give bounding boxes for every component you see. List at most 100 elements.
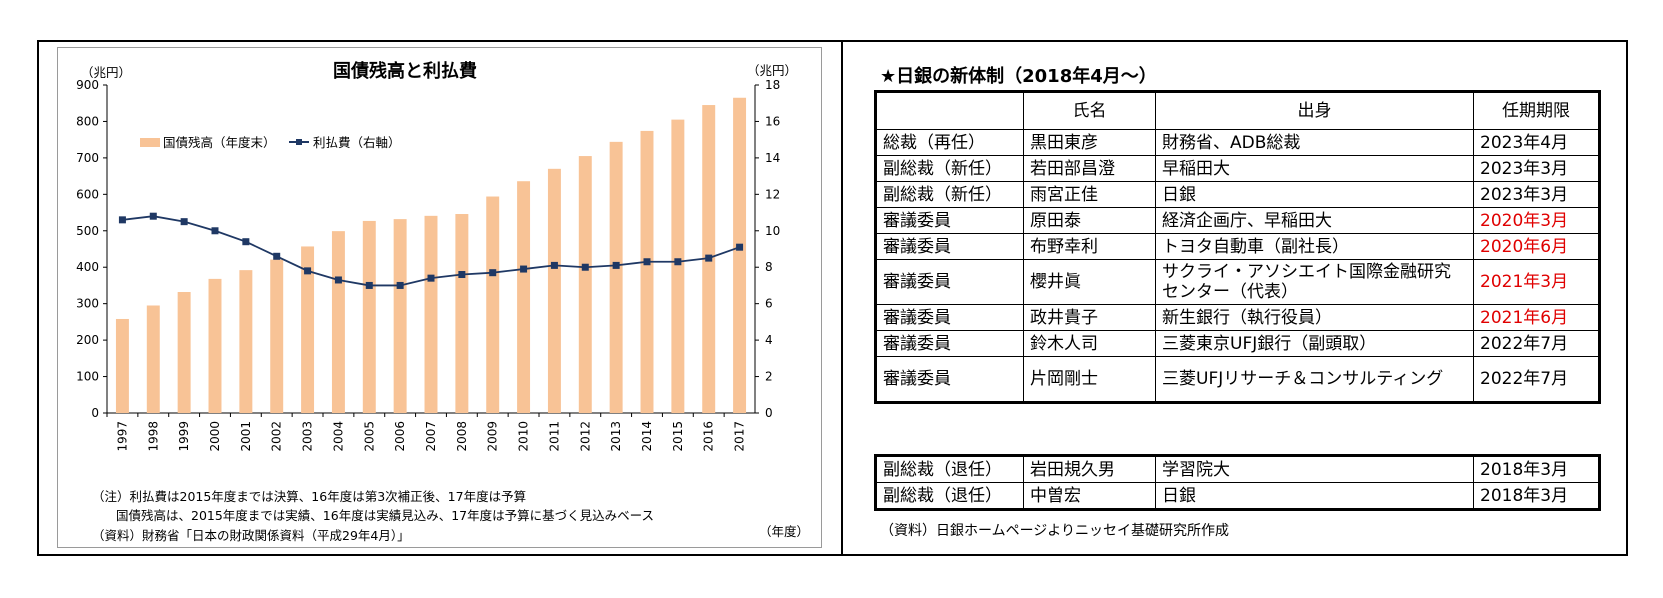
interest-point <box>211 227 219 235</box>
debt-bar <box>671 119 685 413</box>
legend-line-marker <box>296 139 302 145</box>
interest-point <box>304 267 312 275</box>
name-cell: 原田泰 <box>1023 207 1156 234</box>
debt-bar <box>455 214 469 413</box>
role-cell: 副総裁（新任） <box>875 181 1024 208</box>
right-tick-label: 2 <box>765 370 773 384</box>
chart-title: 国債残高と利払費 <box>333 60 477 82</box>
table-row: 審議委員 鈴木人司 三菱東京UFJ銀行（副頭取） 2022年7月 <box>875 330 1600 357</box>
origin-cell: 早稲田大 <box>1155 155 1474 182</box>
left-tick-label: 700 <box>76 151 99 165</box>
debt-interest-chart: 国債残高と利払費 （兆円） （兆円） 010020030040050060070… <box>76 60 809 539</box>
term-cell: 2018年3月 <box>1473 455 1600 483</box>
chart-border <box>57 47 822 548</box>
left-tick-label: 100 <box>76 370 99 384</box>
origin-cell: サクライ・アソシエイト国際金融研究センター（代表） <box>1155 259 1474 305</box>
interest-point <box>334 276 342 284</box>
right-tick-label: 16 <box>765 114 780 128</box>
debt-bar <box>733 97 747 413</box>
x-tick-label: 2011 <box>547 421 561 452</box>
term-cell: 2023年3月 <box>1473 181 1600 208</box>
x-tick-label: 2012 <box>578 421 592 452</box>
origin-cell: 学習院大 <box>1155 455 1474 483</box>
x-tick-label: 2004 <box>331 421 345 452</box>
right-tick-label: 4 <box>765 333 773 347</box>
debt-bar <box>270 259 284 413</box>
debt-bar <box>115 318 129 413</box>
debt-bar <box>517 181 531 413</box>
origin-cell: トヨタ自動車（副社長） <box>1155 233 1474 260</box>
interest-point <box>242 238 250 246</box>
interest-point <box>273 252 281 260</box>
term-cell: 2020年3月 <box>1473 207 1600 234</box>
origin-cell: 三菱東京UFJ銀行（副頭取） <box>1155 330 1474 357</box>
axes: 0 100 200 300 400 500 600 700 800 900 0 2 4 6 8 10 12 14 1… <box>76 78 780 420</box>
role-cell: 副総裁（退任） <box>875 455 1024 483</box>
name-cell: 片岡剛士 <box>1023 356 1156 403</box>
interest-point <box>736 243 744 251</box>
x-tick-label: 1997 <box>115 421 129 452</box>
table-header-row: 氏名 出身 任期期限 <box>875 91 1600 130</box>
table-row: 副総裁（新任） 若田部昌澄 早稲田大 2023年3月 <box>875 155 1600 182</box>
term-cell: 2022年7月 <box>1473 356 1600 403</box>
origin-cell: 財務省、ADB総裁 <box>1155 129 1474 156</box>
right-tick-label: 18 <box>765 78 780 92</box>
table-row: 審議委員 原田泰 経済企画庁、早稲田大 2020年3月 <box>875 207 1600 234</box>
interest-point <box>118 216 126 224</box>
right-axis-unit: （兆円） <box>747 63 797 78</box>
name-cell: 黒田東彦 <box>1023 129 1156 156</box>
role-cell: 審議委員 <box>875 356 1024 403</box>
x-tick-label: 2005 <box>362 421 376 452</box>
left-tick-label: 500 <box>76 224 99 238</box>
role-cell: 副総裁（退任） <box>875 482 1024 510</box>
x-tick-label: 2003 <box>301 421 315 452</box>
x-tick-label: 2007 <box>424 421 438 452</box>
debt-bar <box>146 305 160 413</box>
name-cell: 櫻井眞 <box>1023 259 1156 305</box>
x-tick-label: 2015 <box>671 421 685 452</box>
right-tick-label: 6 <box>765 297 773 311</box>
table-row: 副総裁（退任） 中曽宏 日銀 2018年3月 <box>875 482 1600 510</box>
term-cell: 2021年3月 <box>1473 259 1600 305</box>
name-cell: 政井貴子 <box>1023 304 1156 331</box>
debt-bar <box>239 270 253 413</box>
name-cell: 中曽宏 <box>1023 482 1156 510</box>
role-cell: 審議委員 <box>875 330 1024 357</box>
right-tick-label: 0 <box>765 406 773 420</box>
legend-line-label: 利払費（右軸） <box>313 135 401 150</box>
figure-frame <box>37 40 1628 556</box>
origin-cell: 三菱UFJリサーチ＆コンサルティング <box>1155 356 1474 403</box>
table-row: 審議委員 片岡剛士 三菱UFJリサーチ＆コンサルティング 2022年7月 <box>875 356 1600 403</box>
debt-bar <box>609 141 623 413</box>
origin-cell: 経済企画庁、早稲田大 <box>1155 207 1474 234</box>
interest-point <box>550 261 558 269</box>
name-cell: 布野幸利 <box>1023 233 1156 260</box>
interest-point <box>396 281 404 289</box>
debt-bar <box>393 219 407 413</box>
origin-cell: 新生銀行（執行役員） <box>1155 304 1474 331</box>
origin-cell: 日銀 <box>1155 482 1474 510</box>
role-cell: 副総裁（新任） <box>875 155 1024 182</box>
table-row: 審議委員 櫻井眞 サクライ・アソシエイト国際金融研究センター（代表） 2021年3月 <box>875 259 1600 305</box>
term-cell: 2018年3月 <box>1473 482 1600 510</box>
retired-members-table: 副総裁（退任） 岩田規久男 学習院大 2018年3月 副総裁（退任） 中曽宏 日銀 2018年… <box>874 454 1601 511</box>
legend-bar-swatch <box>140 138 160 147</box>
term-cell: 2022年7月 <box>1473 330 1600 357</box>
x-tick-label: 2001 <box>239 421 253 452</box>
x-axis-unit: （年度） <box>759 524 809 539</box>
left-tick-label: 200 <box>76 333 99 347</box>
interest-point <box>458 271 466 279</box>
board-source: （資料）日銀ホームページよりニッセイ基礎研究所作成 <box>880 523 1230 539</box>
left-axis-unit: （兆円） <box>81 65 131 80</box>
role-cell: 総裁（再任） <box>875 129 1024 156</box>
debt-bar <box>331 231 345 413</box>
x-tick-label: 2014 <box>640 421 654 452</box>
table-row: 総裁（再任） 黒田東彦 財務省、ADB総裁 2023年4月 <box>875 129 1600 156</box>
header-role <box>875 91 1024 130</box>
x-tick-labels: 1997 1998 1999 2000 2001 2002 2003 2004 2005 2006… <box>106 413 747 452</box>
x-tick-label: 2008 <box>455 421 469 452</box>
debt-bar <box>424 215 438 413</box>
debt-bar <box>301 246 315 413</box>
x-tick-label: 2000 <box>208 421 222 452</box>
legend-bar-label: 国債残高（年度末） <box>163 135 276 150</box>
